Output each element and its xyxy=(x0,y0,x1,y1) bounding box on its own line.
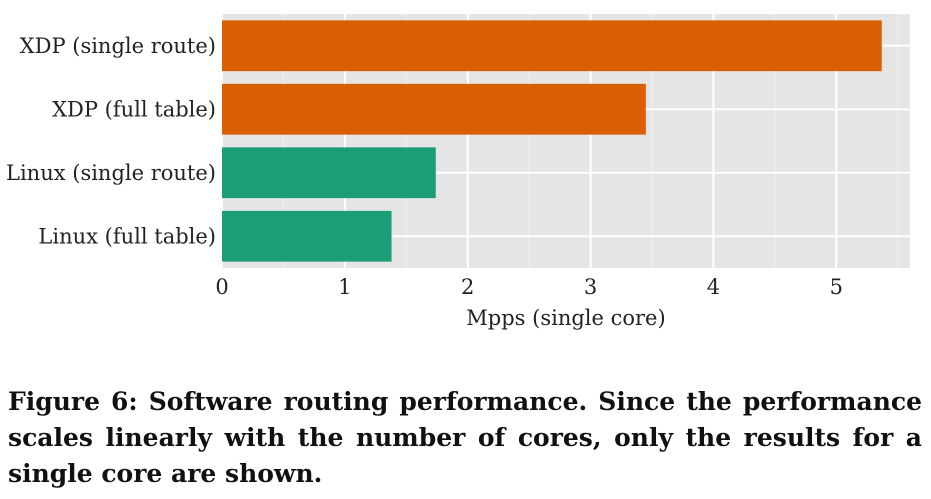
x-tick-label: 3 xyxy=(584,275,597,299)
category-label: Linux (single route) xyxy=(6,161,216,185)
bar xyxy=(222,147,436,199)
category-label: Linux (full table) xyxy=(38,224,216,248)
x-tick-labels: 0 1 2 3 4 5 xyxy=(215,275,843,299)
x-tick-label: 4 xyxy=(707,275,720,299)
bar-chart: XDP (single route) XDP (full table) Linux … xyxy=(6,14,910,330)
bar xyxy=(222,20,882,72)
x-axis-title: Mpps (single core) xyxy=(466,306,665,330)
bar xyxy=(222,210,392,262)
bar xyxy=(222,83,646,135)
figure-caption: Figure 6: Software routing performance. … xyxy=(8,387,922,488)
category-label: XDP (single route) xyxy=(20,34,216,58)
x-tick-label: 5 xyxy=(830,275,843,299)
bars xyxy=(222,20,882,262)
x-tick-label: 1 xyxy=(338,275,351,299)
x-tick-label: 0 xyxy=(215,275,228,299)
category-label: XDP (full table) xyxy=(52,97,216,121)
category-labels: XDP (single route) XDP (full table) Linux … xyxy=(6,34,216,249)
x-tick-label: 2 xyxy=(461,275,474,299)
